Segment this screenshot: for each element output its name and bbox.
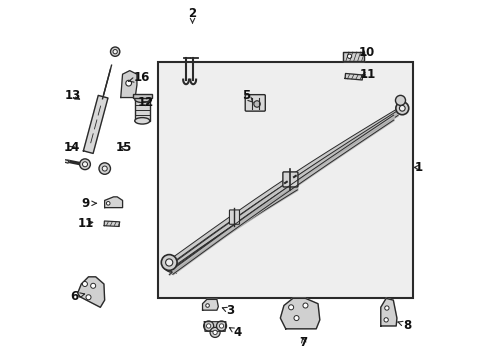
Bar xyxy=(158,62,412,298)
Circle shape xyxy=(165,259,172,266)
FancyBboxPatch shape xyxy=(282,172,297,187)
Circle shape xyxy=(110,47,120,56)
Circle shape xyxy=(210,327,220,337)
Circle shape xyxy=(219,324,223,328)
Circle shape xyxy=(395,102,408,115)
Text: 14: 14 xyxy=(63,141,80,154)
Polygon shape xyxy=(345,73,362,80)
Text: 9: 9 xyxy=(81,197,96,210)
Circle shape xyxy=(106,202,110,205)
Circle shape xyxy=(99,163,110,174)
Polygon shape xyxy=(202,300,218,310)
Text: 7: 7 xyxy=(299,336,307,348)
Text: 16: 16 xyxy=(128,71,150,84)
Circle shape xyxy=(102,166,107,171)
Circle shape xyxy=(288,305,293,310)
Circle shape xyxy=(293,316,298,320)
Circle shape xyxy=(205,304,209,307)
Polygon shape xyxy=(280,298,319,329)
Polygon shape xyxy=(104,197,122,208)
Circle shape xyxy=(125,80,131,86)
Circle shape xyxy=(384,306,388,310)
Circle shape xyxy=(90,283,96,288)
Text: 11: 11 xyxy=(78,216,94,230)
Ellipse shape xyxy=(135,118,149,124)
Polygon shape xyxy=(64,159,69,163)
Text: 3: 3 xyxy=(222,305,234,318)
Circle shape xyxy=(383,318,387,322)
Text: 6: 6 xyxy=(70,290,84,303)
Circle shape xyxy=(203,321,213,331)
Text: 15: 15 xyxy=(116,141,132,154)
Polygon shape xyxy=(380,298,396,326)
Text: 5: 5 xyxy=(242,89,253,103)
Polygon shape xyxy=(78,277,104,307)
Circle shape xyxy=(212,330,217,334)
Polygon shape xyxy=(83,95,108,153)
Circle shape xyxy=(253,101,260,107)
Polygon shape xyxy=(104,221,119,226)
Text: 10: 10 xyxy=(358,46,374,59)
Ellipse shape xyxy=(135,96,149,103)
Polygon shape xyxy=(121,71,137,98)
Circle shape xyxy=(395,95,405,105)
Circle shape xyxy=(303,303,307,308)
Circle shape xyxy=(346,54,351,58)
FancyBboxPatch shape xyxy=(229,210,239,224)
Circle shape xyxy=(80,159,90,170)
Text: 11: 11 xyxy=(359,68,376,81)
Text: 12: 12 xyxy=(138,96,154,109)
Circle shape xyxy=(86,295,91,300)
Text: 8: 8 xyxy=(397,319,411,332)
Circle shape xyxy=(113,50,117,54)
Circle shape xyxy=(161,255,177,270)
Circle shape xyxy=(206,324,210,328)
Circle shape xyxy=(399,105,405,111)
FancyBboxPatch shape xyxy=(244,95,265,111)
Circle shape xyxy=(82,162,87,167)
Bar xyxy=(135,99,149,121)
Bar xyxy=(132,94,152,98)
Text: 2: 2 xyxy=(188,7,196,23)
Text: 4: 4 xyxy=(229,326,241,339)
Polygon shape xyxy=(204,321,225,331)
Circle shape xyxy=(82,282,87,287)
Circle shape xyxy=(216,321,226,331)
Text: 1: 1 xyxy=(413,161,422,174)
Text: 13: 13 xyxy=(65,89,81,102)
Polygon shape xyxy=(343,52,364,61)
